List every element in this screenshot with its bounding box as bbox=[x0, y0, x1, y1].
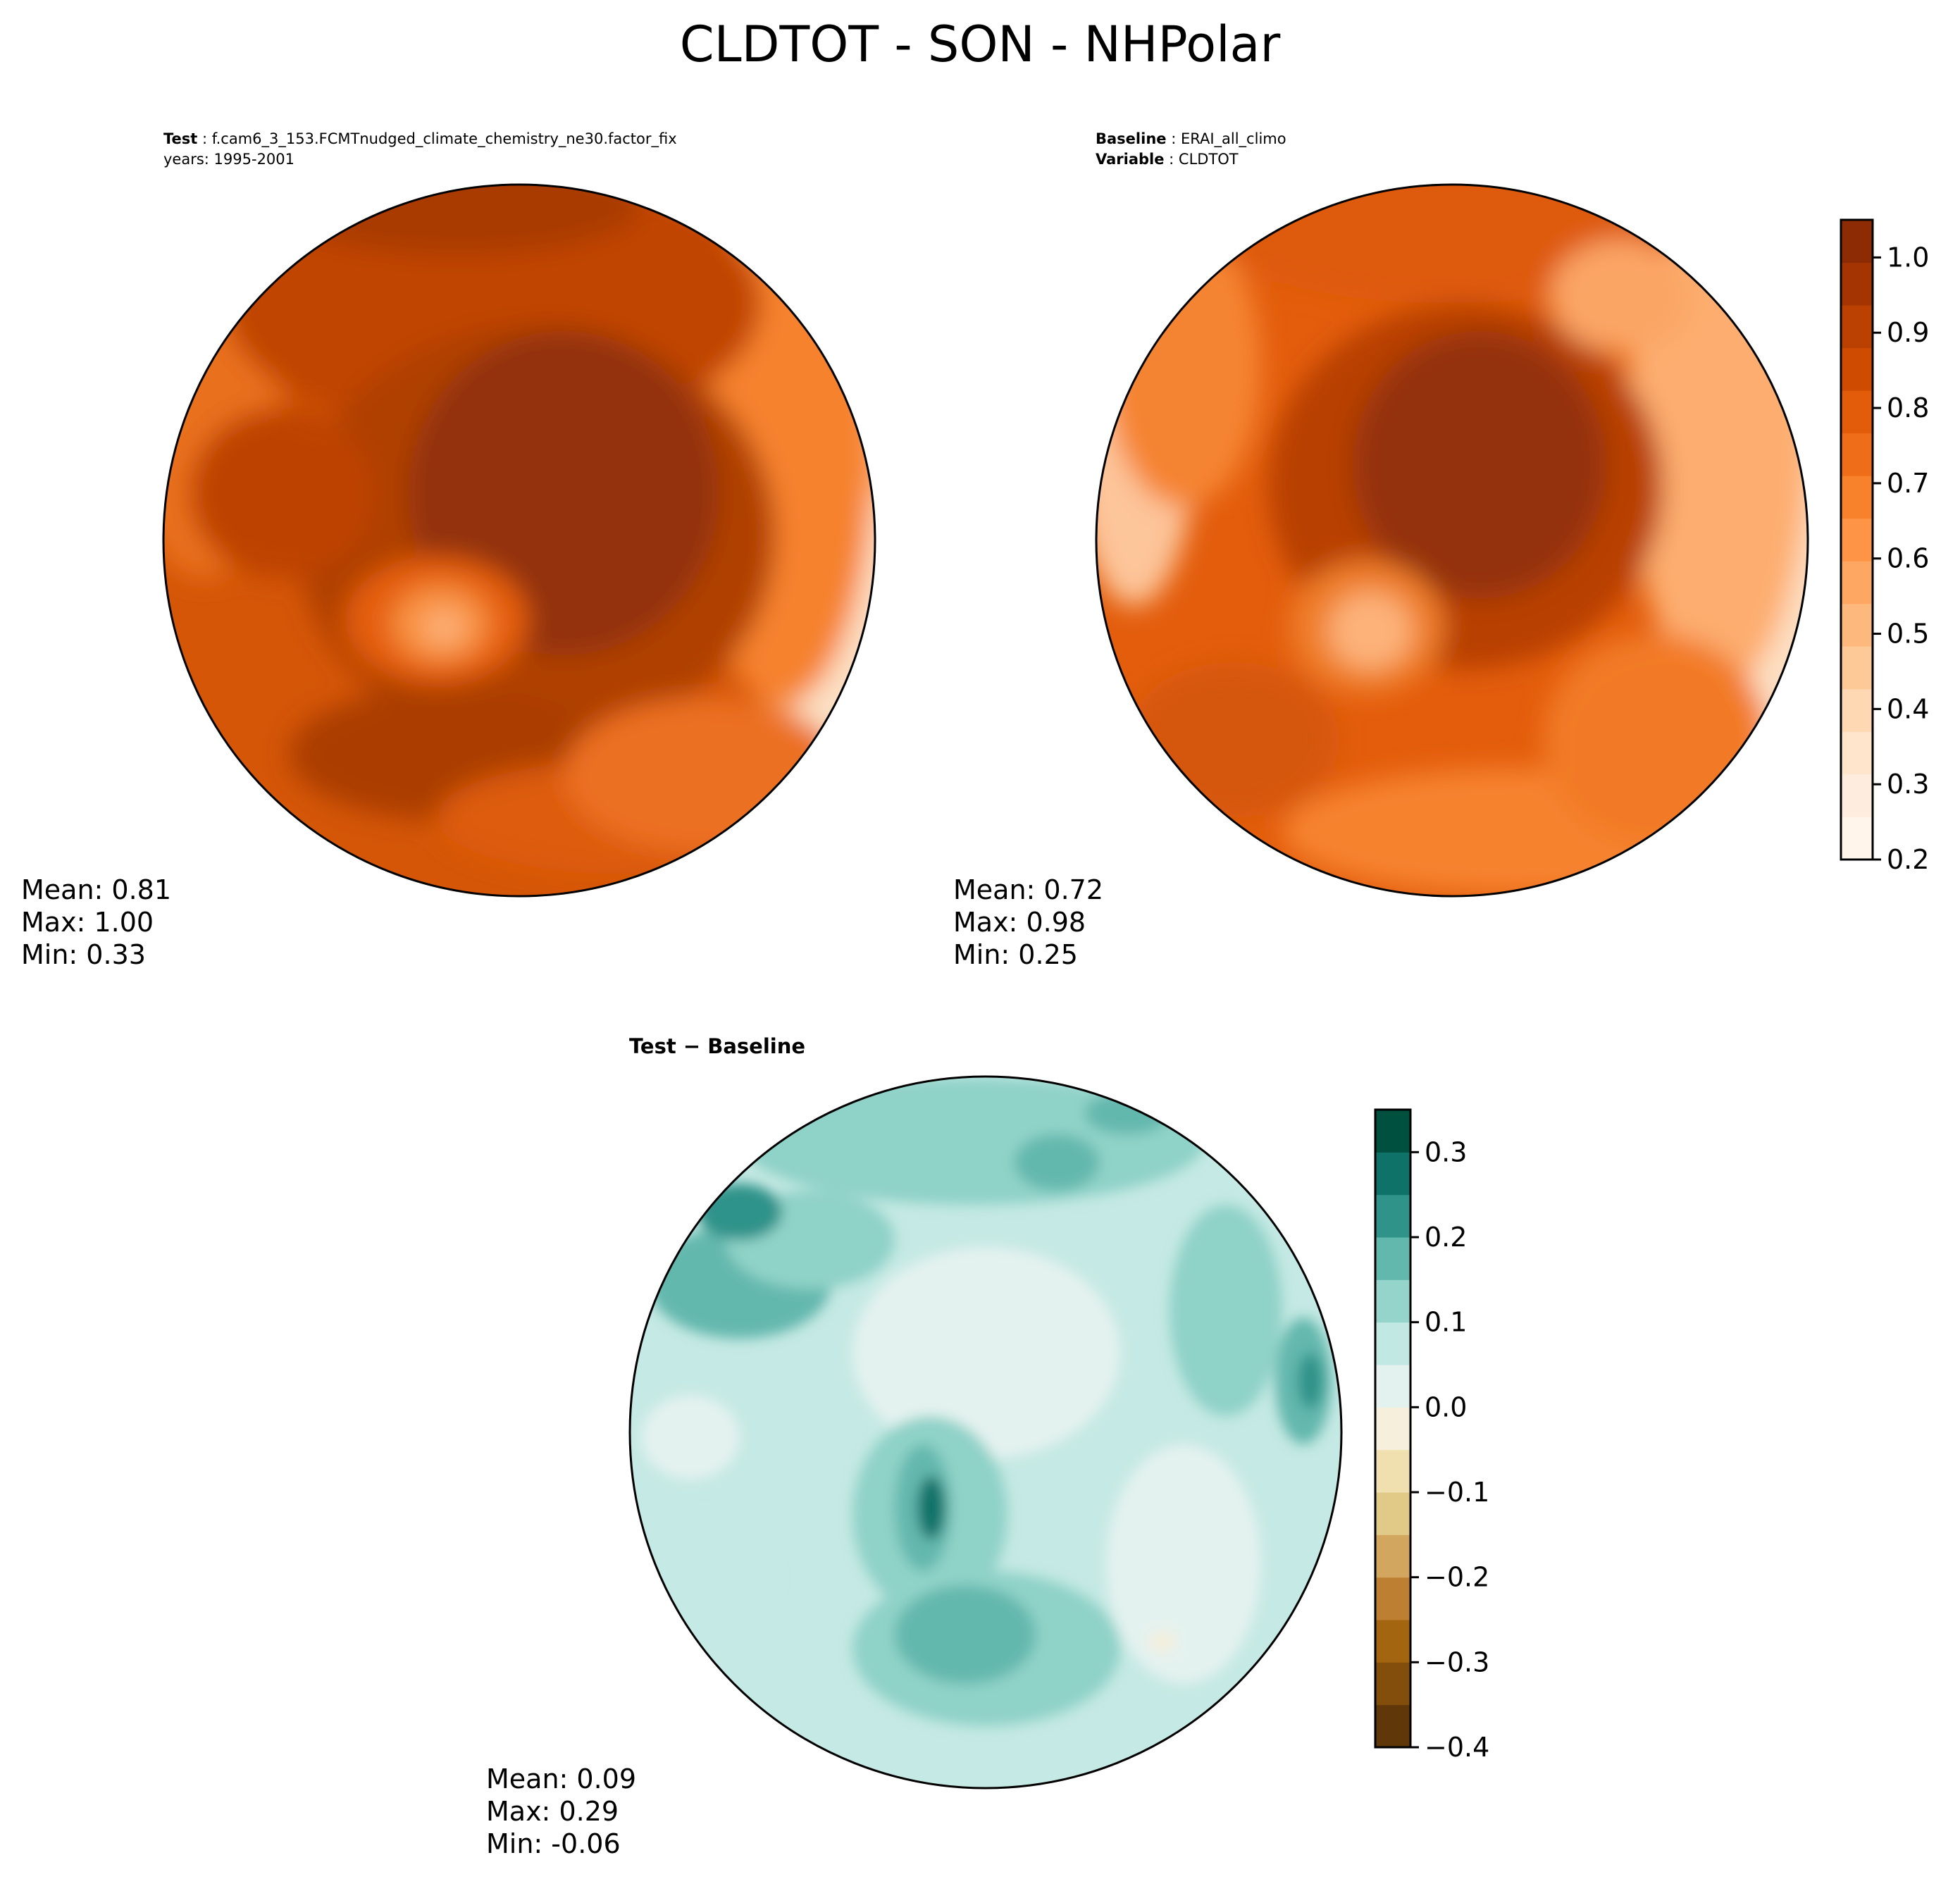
test-years: years: 1995-2001 bbox=[163, 151, 295, 168]
diff-colorbar-bin bbox=[1375, 1449, 1410, 1493]
test-label: Test bbox=[163, 130, 198, 147]
diff-mean: Mean: 0.09 bbox=[486, 1763, 637, 1794]
test-stats: Mean: 0.81 Max: 1.00 Min: 0.33 bbox=[21, 874, 171, 971]
baseline-max: Max: 0.98 bbox=[953, 907, 1086, 938]
diff-colorbar-bin bbox=[1375, 1407, 1410, 1451]
diff-colorbar-tick-label: 0.1 bbox=[1425, 1307, 1467, 1338]
variable-name: CLDTOT bbox=[1178, 151, 1239, 168]
main-colorbar: 0.2 0.3 0.4 0.5 0.6 0.7 0.8 0.9 1.0 bbox=[1840, 218, 1929, 875]
main-colorbar-tick-label: 0.5 bbox=[1887, 619, 1929, 650]
diff-min: Min: -0.06 bbox=[486, 1828, 621, 1859]
diff-map bbox=[628, 1075, 1343, 1790]
main-colorbar-bin bbox=[1841, 262, 1873, 306]
baseline-stats: Mean: 0.72 Max: 0.98 Min: 0.25 bbox=[953, 874, 1103, 971]
test-case-name: f.cam6_3_153.FCMTnudged_climate_chemistr… bbox=[211, 130, 677, 147]
main-colorbar-bin bbox=[1841, 518, 1873, 562]
test-header: Test : f.cam6_3_153.FCMTnudged_climate_c… bbox=[163, 130, 677, 147]
diff-stats: Mean: 0.09 Max: 0.29 Min: -0.06 bbox=[486, 1763, 636, 1860]
main-colorbar-bin bbox=[1841, 688, 1873, 732]
main-colorbar-bin bbox=[1841, 220, 1873, 263]
diff-max: Max: 0.29 bbox=[486, 1796, 619, 1827]
diff-colorbar-bin bbox=[1375, 1577, 1410, 1620]
diff-colorbar-bin bbox=[1375, 1152, 1410, 1196]
diff-colorbar-tick-label: −0.1 bbox=[1425, 1477, 1489, 1508]
diff-colorbar-bin bbox=[1375, 1194, 1410, 1238]
diff-colorbar-tick-label: 0.3 bbox=[1425, 1136, 1467, 1167]
diff-colorbar-bin bbox=[1375, 1365, 1410, 1408]
test-map bbox=[162, 183, 876, 898]
main-colorbar-bin bbox=[1841, 305, 1873, 349]
main-colorbar-bin bbox=[1841, 646, 1873, 690]
main-colorbar-bin bbox=[1841, 774, 1873, 817]
baseline-header: Baseline : ERAI_all_climo bbox=[1096, 130, 1286, 147]
figure-title: CLDTOT - SON - NHPolar bbox=[679, 15, 1281, 73]
variable-label: Variable bbox=[1096, 151, 1165, 168]
diff-colorbar-bin bbox=[1375, 1110, 1410, 1153]
main-colorbar-tick-label: 0.9 bbox=[1887, 317, 1929, 348]
baseline-variable-line: Variable : CLDTOT bbox=[1096, 151, 1239, 168]
diff-colorbar-tick-label: 0.2 bbox=[1425, 1222, 1467, 1253]
main-colorbar-bin bbox=[1841, 603, 1873, 647]
main-colorbar-bin bbox=[1841, 433, 1873, 476]
main-colorbar-tick-label: 0.3 bbox=[1887, 769, 1929, 800]
diff-colorbar-bin bbox=[1375, 1279, 1410, 1323]
diff-colorbar-tick-label: −0.4 bbox=[1425, 1732, 1489, 1763]
main-colorbar-bin bbox=[1841, 731, 1873, 775]
diff-colorbar-bin bbox=[1375, 1492, 1410, 1535]
diff-colorbar-bin bbox=[1375, 1620, 1410, 1663]
main-colorbar-bin bbox=[1841, 476, 1873, 519]
main-colorbar-frame bbox=[1840, 218, 1874, 861]
main-colorbar-tick-label: 0.7 bbox=[1887, 468, 1929, 499]
diff-colorbar: −0.4 −0.3 −0.2 −0.1 0.0 0.1 0.2 0.3 bbox=[1374, 1108, 1489, 1763]
baseline-case-name: ERAI_all_climo bbox=[1180, 130, 1286, 147]
baseline-mean: Mean: 0.72 bbox=[953, 874, 1104, 905]
diff-panel-title: Test − Baseline bbox=[629, 1034, 806, 1058]
baseline-label: Baseline bbox=[1096, 130, 1167, 147]
main-colorbar-bin bbox=[1841, 390, 1873, 434]
diff-colorbar-tick-label: −0.2 bbox=[1425, 1562, 1489, 1593]
main-colorbar-tick-label: 0.4 bbox=[1887, 693, 1929, 724]
main-colorbar-tick-label: 1.0 bbox=[1887, 242, 1929, 273]
main-colorbar-bin bbox=[1841, 561, 1873, 604]
test-min: Min: 0.33 bbox=[21, 939, 146, 970]
diff-colorbar-tick-label: −0.3 bbox=[1425, 1647, 1489, 1678]
diff-colorbar-bin bbox=[1375, 1322, 1410, 1365]
main-colorbar-tick-label: 0.8 bbox=[1887, 392, 1929, 423]
diff-colorbar-bin bbox=[1375, 1662, 1410, 1706]
diff-colorbar-bin bbox=[1375, 1534, 1410, 1578]
diff-colorbar-frame bbox=[1374, 1108, 1412, 1749]
diff-colorbar-bin bbox=[1375, 1237, 1410, 1280]
test-mean: Mean: 0.81 bbox=[21, 874, 172, 905]
main-colorbar-tick-label: 0.6 bbox=[1887, 543, 1929, 574]
diff-colorbar-tick-label: 0.0 bbox=[1425, 1391, 1467, 1422]
test-max: Max: 1.00 bbox=[21, 907, 154, 938]
baseline-map bbox=[1095, 183, 1809, 898]
main-colorbar-tick-label: 0.2 bbox=[1887, 844, 1929, 875]
baseline-min: Min: 0.25 bbox=[953, 939, 1078, 970]
main-colorbar-bin bbox=[1841, 347, 1873, 391]
diff-colorbar-bin bbox=[1375, 1704, 1410, 1748]
main-colorbar-bin bbox=[1841, 817, 1873, 860]
